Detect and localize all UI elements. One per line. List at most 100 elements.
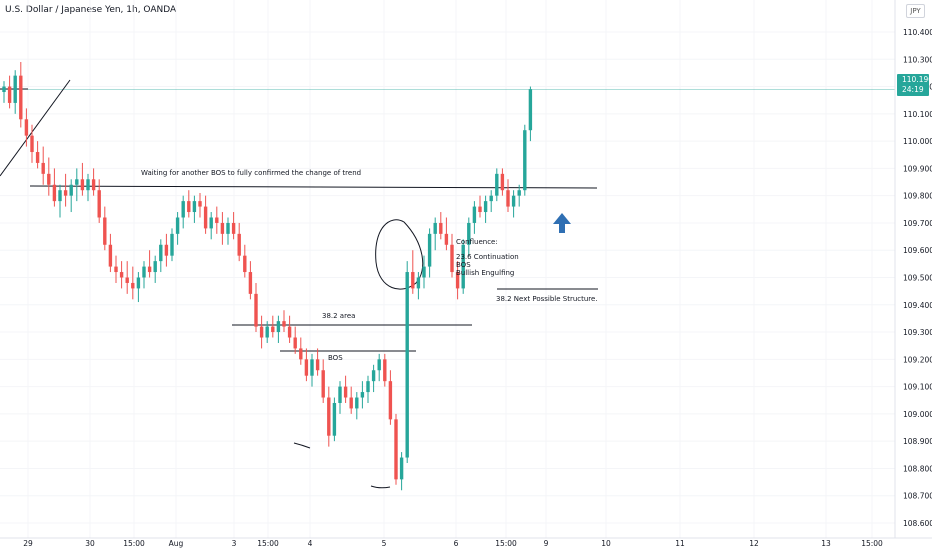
annotation-text: BOS [328,354,343,362]
candle-body [175,217,180,234]
candle-body [97,190,101,218]
price-tick-label: 109.400 [903,301,932,310]
candles [2,62,533,491]
candle-body [472,206,477,223]
candle-body [114,266,118,273]
candle-body [125,277,129,283]
time-tick-label: 15:00 [257,539,279,548]
candle-body [198,201,202,207]
candle-body [528,89,533,131]
candle-body [287,326,292,338]
candle-body [394,419,398,480]
candle-body [517,190,521,196]
up-arrow-icon [553,213,571,233]
candle-body [304,359,309,376]
time-tick-label: 30 [85,539,95,548]
candle-body [523,130,527,191]
price-tick-label: 110.300 [903,55,932,64]
chart-title: U.S. Dollar / Japanese Yen, 1h, OANDA [5,5,177,15]
candle-body [366,381,370,393]
price-tick-label: 109.100 [903,383,932,392]
candle-body [209,217,213,229]
candle-body [215,217,219,223]
candle-body [41,162,45,174]
candle-body [2,86,6,93]
candle-body [478,206,482,213]
candle-body [13,75,17,103]
time-tick-label: 15:00 [123,539,145,548]
candle-body [19,75,23,120]
candle-body [282,321,286,327]
annotations: Waiting for another BOS to fully confirm… [141,169,598,362]
currency-badge[interactable]: JPY [906,4,925,18]
candle-body [467,222,471,245]
candle-body [103,217,107,245]
candle-body [444,233,449,245]
candle-body [299,348,303,360]
time-tick-label: 11 [675,539,685,548]
time-tick-label: 3 [232,539,237,548]
candle-body [136,277,141,289]
candle-body [500,173,505,191]
candle-body [399,457,404,480]
candle-body [237,233,241,256]
countdown-timer: 24:19 [902,85,924,94]
price-tick-label: 110.100 [903,110,932,119]
price-tick-label: 108.600 [903,519,932,528]
candle-body [80,179,85,191]
candle-body [433,222,437,234]
time-axis: 29 30 15:00 Aug 3 15:00 4 5 6 15:00 9 10 11 12 13 15:00 [0,537,932,548]
candle-body [332,402,337,436]
price-tick-label: 110.000 [903,137,932,146]
candle-body [371,370,376,382]
candle-body [63,190,68,196]
candle-body [349,397,353,409]
time-tick-label: 9 [544,539,549,548]
annotation-text: BOS [456,261,471,269]
grid [0,0,895,538]
candle-body [52,184,57,202]
annotation-text: 38.2 area [322,312,355,320]
candle-body [511,195,516,207]
candle-body [506,190,510,207]
price-axis: 110.400110.300110.200110.100110.000109.9… [894,0,932,538]
candle-body [355,397,359,409]
candle-body [310,359,314,376]
candle-body [231,222,236,234]
candle-body [24,119,29,136]
candle-body [427,233,432,267]
time-tick-label: 6 [454,539,459,548]
candle-body [192,201,197,213]
annotation-text: Waiting for another BOS to fully confirm… [141,169,361,177]
candle-body [119,272,124,278]
candle-body [483,201,488,213]
candle-body [30,135,34,153]
time-tick-label: 29 [23,539,33,548]
candle-body [265,326,269,338]
candle-body [86,179,90,191]
price-tick-label: 109.900 [903,164,932,173]
price-tick-label: 109.300 [903,328,932,337]
candle-body [248,272,253,294]
price-tick-label: 109.200 [903,355,932,364]
engulfing-circle [375,219,424,290]
swing-low-marker [370,485,391,489]
price-tick-label: 109.500 [903,274,932,283]
candle-body [164,244,169,256]
time-tick-label: 5 [382,539,387,548]
price-tick-label: 109.700 [903,219,932,228]
trend-line [0,79,71,177]
candle-body [254,293,258,327]
candle-body [439,222,443,234]
candle-body [377,359,381,371]
candle-body [153,261,157,273]
time-tick-label: 15:00 [861,539,883,548]
candle-body [360,392,365,398]
candle-body [321,370,325,398]
candle-body [91,179,96,191]
candle-body [7,86,12,103]
annotation-text: Confluence: [456,238,498,246]
time-tick-label: 10 [601,539,611,548]
candle-body [416,277,421,289]
